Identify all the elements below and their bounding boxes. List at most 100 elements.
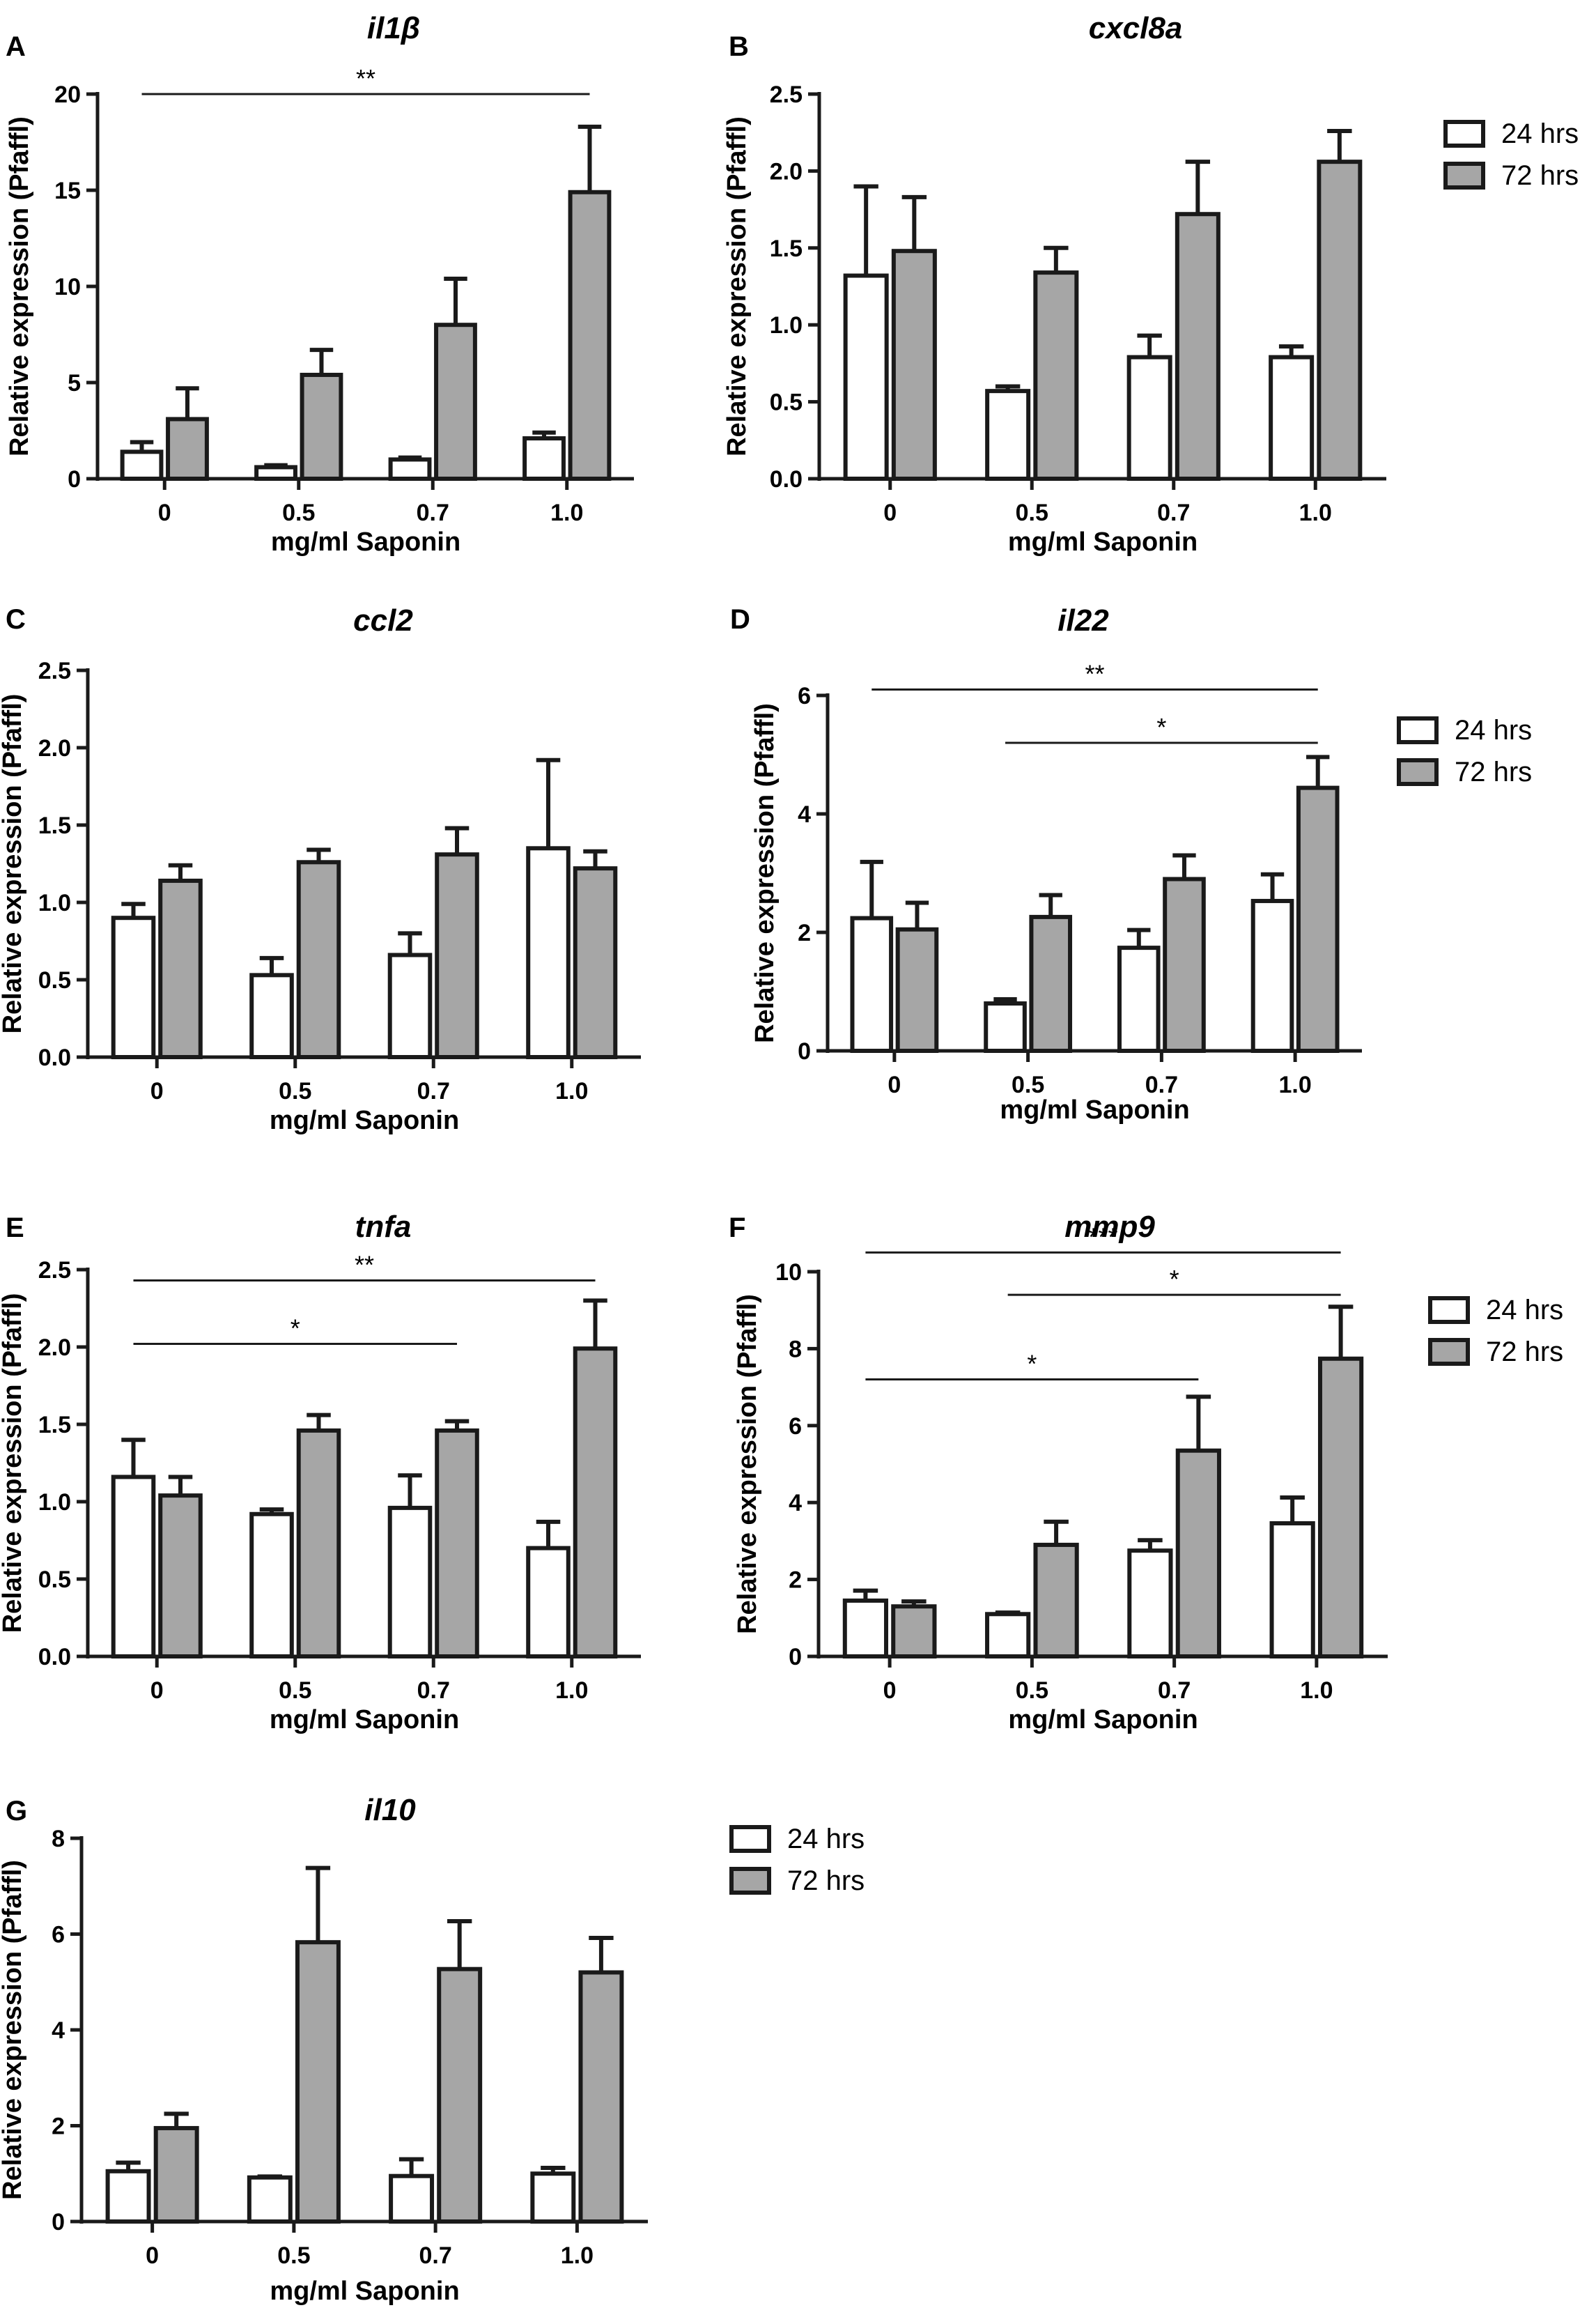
y-tick-label: 0.0	[38, 1644, 71, 1670]
y-tick-label: 2.5	[38, 658, 71, 684]
bar-24hrs-1-0	[522, 436, 566, 481]
bar-24hrs-0	[843, 273, 889, 481]
x-tick-label: 0.7	[1145, 1072, 1178, 1098]
y-tick-label: 6	[798, 683, 811, 709]
y-tick-label: 0.5	[770, 390, 803, 416]
legend-label: 72 hrs	[1455, 757, 1532, 787]
bar-24hrs-1-0	[526, 1546, 571, 1659]
x-tick-label: 0	[888, 1072, 901, 1098]
legend-swatch-72hrs	[1428, 1338, 1470, 1366]
bar-24hrs-0-7	[1127, 1548, 1173, 1658]
x-tick-label: 0.7	[1158, 1677, 1191, 1704]
panel-label: A	[6, 31, 26, 62]
x-axis-label: mg/ml Saponin	[1000, 1095, 1189, 1125]
bar-72hrs-0-5	[295, 1940, 341, 2224]
significance-label: *	[1156, 713, 1166, 741]
x-tick-label: 0	[150, 1078, 164, 1104]
bar-24hrs-0	[120, 449, 164, 481]
legend-swatch-72hrs	[1397, 758, 1439, 786]
significance-label: **	[356, 64, 375, 93]
bar-72hrs-0-7	[437, 1966, 483, 2224]
y-tick-label: 2	[798, 920, 811, 946]
y-tick-label: 8	[52, 1826, 65, 1852]
bar-72hrs-0-7	[435, 1428, 479, 1658]
legend-swatch-72hrs	[729, 1867, 771, 1895]
x-tick-label: 0.5	[277, 2242, 310, 2269]
y-axis-label: Relative expression (Pfaffl)	[750, 703, 780, 1043]
legend-swatch-24hrs	[729, 1825, 771, 1853]
y-tick-label: 2.0	[38, 1334, 71, 1361]
bar-72hrs-0	[153, 2125, 199, 2224]
bar-24hrs-0-5	[249, 1511, 294, 1659]
bar-72hrs-0-7	[1175, 1448, 1221, 1658]
x-tick-label: 0.7	[1157, 500, 1190, 526]
y-tick-label: 1.0	[770, 312, 803, 339]
y-axis-label: Relative expression (Pfaffl)	[722, 116, 752, 456]
x-tick-label: 1.0	[555, 1078, 588, 1104]
x-tick-label: 0.7	[417, 1078, 450, 1104]
significance-label: **	[1085, 660, 1104, 688]
panel-label: E	[6, 1213, 24, 1243]
x-tick-label: 0	[146, 2242, 159, 2269]
y-tick-label: 1.5	[38, 1412, 71, 1438]
bar-72hrs-0-7	[1163, 877, 1206, 1053]
y-tick-label: 6	[789, 1413, 802, 1440]
x-tick-label: 1.0	[561, 2242, 594, 2269]
legend-swatch-24hrs	[1443, 120, 1485, 148]
x-tick-label: 0.5	[1016, 500, 1048, 526]
y-tick-label: 0.0	[38, 1045, 71, 1071]
y-axis-label: Relative expression (Pfaffl)	[5, 116, 34, 456]
y-tick-label: 4	[52, 2017, 65, 2044]
significance-label: ***	[1088, 1222, 1117, 1251]
y-tick-label: 0.5	[38, 967, 71, 994]
significance-label: *	[1170, 1265, 1179, 1293]
bar-24hrs-0-7	[1117, 946, 1161, 1053]
bar-72hrs-1-0	[1296, 785, 1340, 1053]
bar-72hrs-0-7	[1175, 212, 1221, 481]
x-tick-label: 0.5	[282, 500, 315, 526]
y-tick-label: 1.5	[770, 236, 803, 262]
bar-24hrs-0-5	[985, 389, 1031, 481]
chart-title: il22	[1057, 603, 1109, 638]
x-axis-label: mg/ml Saponin	[270, 1705, 459, 1734]
legend-swatch-72hrs	[1443, 162, 1485, 190]
bar-24hrs-0-7	[388, 457, 432, 482]
y-tick-label: 20	[54, 82, 81, 108]
panel-label: D	[730, 604, 750, 635]
bar-72hrs-0	[158, 1493, 203, 1659]
bar-72hrs-0	[158, 878, 203, 1060]
y-tick-label: 10	[54, 274, 81, 300]
chart-title: il10	[364, 1793, 416, 1827]
bar-24hrs-0	[111, 916, 156, 1059]
x-tick-label: 1.0	[555, 1677, 588, 1704]
bar-72hrs-1-0	[1317, 160, 1363, 481]
y-tick-label: 1.5	[38, 813, 71, 839]
bar-72hrs-1-0	[573, 866, 618, 1060]
x-axis-label: mg/ml Saponin	[1008, 1705, 1198, 1734]
legend: 24 hrs 72 hrs	[1443, 118, 1579, 191]
y-tick-label: 2.0	[770, 158, 803, 185]
legend-label: 72 hrs	[787, 1865, 865, 1896]
y-tick-label: 4	[789, 1490, 802, 1516]
bar-24hrs-0-7	[387, 953, 433, 1059]
x-tick-label: 1.0	[1300, 1677, 1333, 1704]
bar-72hrs-1-0	[578, 1970, 624, 2224]
y-tick-label: 2.5	[38, 1257, 71, 1284]
x-tick-label: 0.7	[417, 500, 449, 526]
legend-label: 72 hrs	[1501, 160, 1579, 191]
x-tick-label: 0	[883, 1677, 897, 1704]
bar-72hrs-0-5	[1033, 1542, 1079, 1658]
bar-24hrs-1-0	[1269, 355, 1315, 481]
bar-24hrs-1-0	[1269, 1521, 1315, 1659]
y-tick-label: 2.5	[770, 82, 803, 108]
y-tick-label: 0.0	[770, 466, 803, 493]
panel-label: C	[6, 604, 26, 635]
bar-24hrs-0-5	[249, 973, 294, 1059]
y-tick-label: 2	[789, 1567, 802, 1594]
bar-72hrs-0-7	[434, 323, 477, 482]
bar-72hrs-1-0	[573, 1346, 618, 1658]
significance-label: *	[1027, 1350, 1037, 1378]
